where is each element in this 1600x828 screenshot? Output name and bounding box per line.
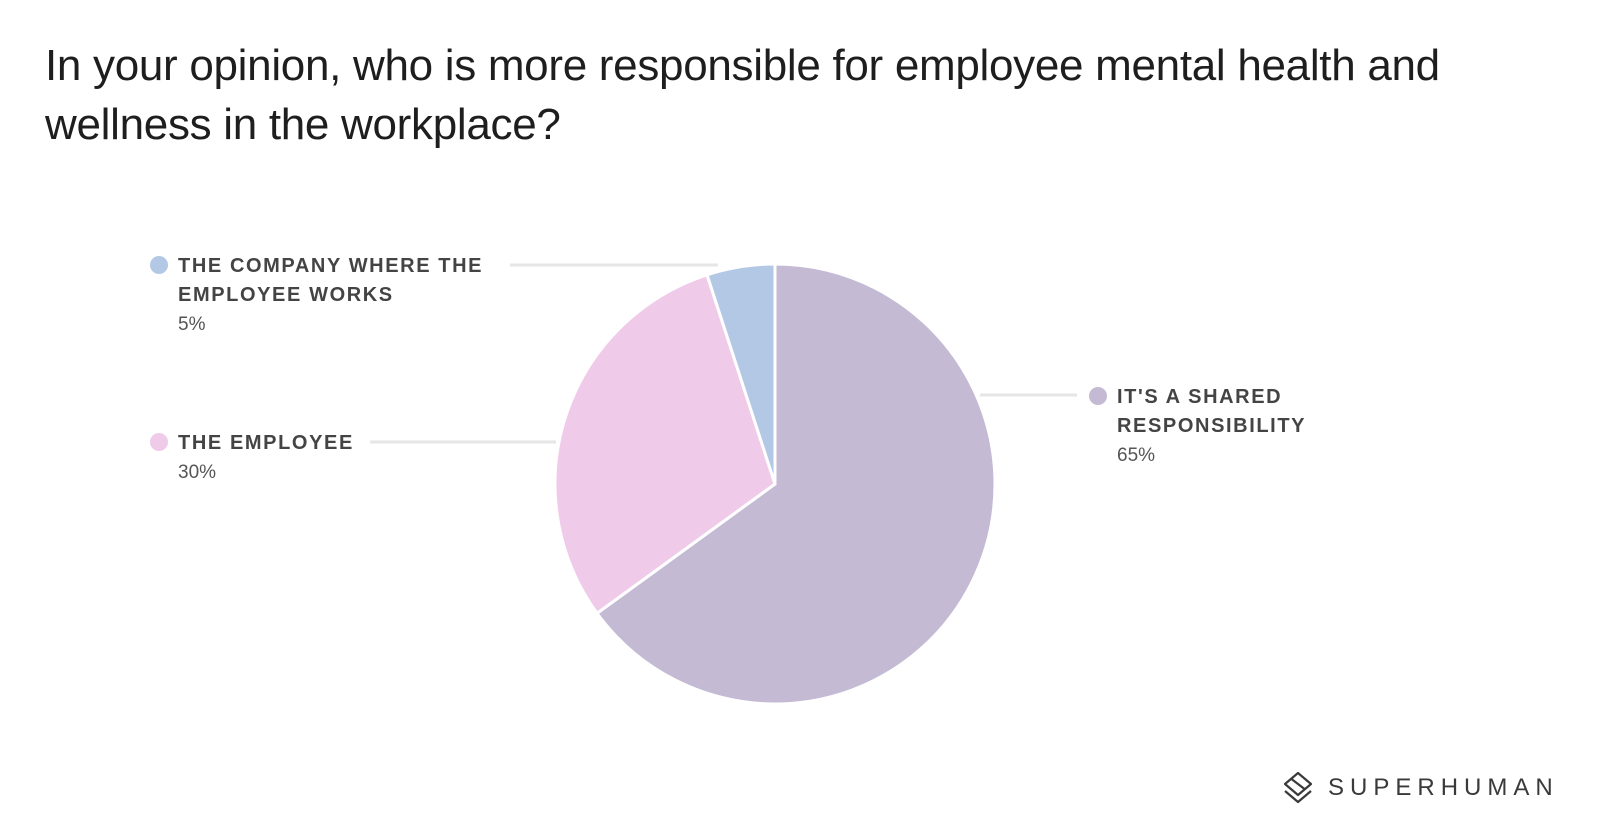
legend-label-3-line-1: IT'S A SHARED <box>1117 386 1282 408</box>
pie-slice-3 <box>595 262 997 706</box>
chart-title: In your opinion, who is more responsible… <box>45 41 1440 149</box>
legend-dot-2 <box>150 433 168 451</box>
brand-logo: SUPERHUMAN <box>1282 770 1559 806</box>
legend-value-1: 5% <box>178 314 206 335</box>
legend-value-3: 65% <box>1117 445 1155 466</box>
pie-legend: THE COMPANY WHERE THE EMPLOYEE WORKS 5% THE… <box>150 255 1306 483</box>
legend-dot-3 <box>1089 387 1107 405</box>
legend-value-2: 30% <box>178 462 216 483</box>
pie-slice-2 <box>553 273 777 615</box>
legend-label-2-line-1: THE EMPLOYEE <box>178 432 354 454</box>
legend-dot-1 <box>150 256 168 274</box>
brand-name: SUPERHUMAN <box>1328 774 1559 801</box>
legend-label-1-line-1: THE COMPANY WHERE THE <box>178 255 483 277</box>
superhuman-logo-icon <box>1283 771 1313 804</box>
legend-label-3-line-2: RESPONSIBILITY <box>1117 415 1306 437</box>
pie-slices <box>553 262 997 706</box>
pie-slice-1 <box>705 262 777 486</box>
legend-label-1-line-2: EMPLOYEE WORKS <box>178 284 394 306</box>
